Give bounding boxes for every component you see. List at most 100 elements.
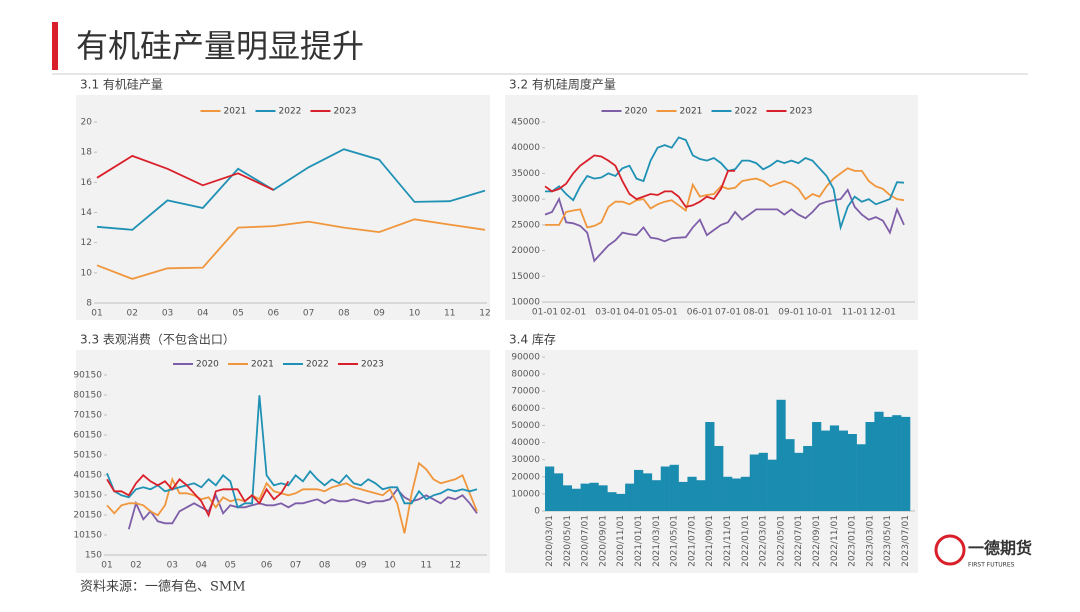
x-tick-label: 07 [303,309,314,319]
x-tick-label: 11 [420,561,431,571]
x-tick-label: 2021/03/01 [652,515,662,567]
y-tick-label: 20000 [511,472,540,482]
bar [714,445,724,511]
legend-label: 2022 [735,107,758,117]
x-tick-label: 06 [261,561,273,571]
bar [892,415,902,511]
logo: 一德期货 FIRST FUTURES [934,534,1032,569]
y-tick-label: 20000 [511,246,540,256]
x-tick-label: 08 [319,561,331,571]
y-tick-label: 30000 [511,455,540,465]
bar [642,473,653,511]
legend-label: 2023 [790,107,813,117]
y-tick-label: 40150 [73,471,102,481]
y-tick-label: 35000 [511,169,540,179]
series-line [96,218,486,280]
bar [847,434,857,511]
x-tick-label: 2023/03/01 [865,515,875,567]
chart-title: 3.1 有机硅产量 [80,78,163,92]
logo-sub: FIRST FUTURES [968,562,1015,569]
y-tick-label: 15000 [511,272,540,282]
x-tick-label: 04 [196,561,208,571]
x-tick-label: 2023/05/01 [883,515,893,567]
y-tick-label: 18 [81,148,93,158]
chart-title: 3.3 表观消费（不包含出口） [80,332,235,347]
x-tick-label: 2020/07/01 [581,515,591,567]
bar [820,430,831,511]
bar [705,422,715,511]
series-line [106,395,478,509]
series-line [545,167,905,229]
x-tick-label: 10-01 [806,308,832,318]
x-tick-label: 11-01 [842,308,868,318]
y-tick-label: 90150 [73,371,102,381]
y-tick-label: 80150 [73,391,102,401]
y-tick-label: 10000 [511,489,540,499]
x-tick-label: 2023/01/01 [848,515,858,567]
x-tick-label: 07-01 [715,308,741,318]
x-tick-label: 04 [197,309,209,319]
x-tick-label: 2020/03/01 [545,515,555,567]
x-tick-label: 2022/03/01 [759,515,769,567]
y-tick-label: 45000 [511,118,540,128]
x-tick-label: 2022/07/01 [794,515,804,567]
chart-title: 3.4 库存 [509,332,556,347]
legend-label: 2023 [334,107,357,117]
bar [616,493,626,511]
bar [598,485,608,511]
x-tick-label: 07 [290,561,301,571]
y-tick-label: 40000 [511,143,540,153]
x-tick-label: 01-01 [532,308,558,318]
legend-label: 2022 [306,360,329,370]
x-tick-label: 2022/09/01 [812,515,822,567]
x-tick-label: 10 [409,309,421,319]
y-tick-label: 60000 [511,404,540,414]
x-tick-label: 03 [162,309,173,319]
x-tick-label: 04-01 [623,308,649,318]
bar [776,399,786,511]
series-line [106,474,290,518]
x-tick-label: 12 [479,309,490,319]
series-line [545,136,905,231]
y-tick-label: 20 [81,118,93,128]
x-tick-label: 2020/05/01 [563,515,573,567]
series-line [544,188,905,263]
legend-label: 2020 [625,107,648,117]
x-tick-label: 2022/01/01 [741,515,751,567]
bar [562,485,573,511]
x-tick-label: 12 [450,561,461,571]
x-tick-label: 2023/07/01 [901,515,911,567]
y-tick-label: 0 [534,507,540,517]
y-tick-label: 10 [81,268,93,278]
x-tick-label: 2021/01/01 [634,515,644,567]
y-tick-label: 50150 [73,451,102,461]
x-tick-label: 2021/09/01 [705,515,715,567]
x-tick-label: 12-01 [870,308,896,318]
bar [767,459,777,511]
y-tick-label: 20150 [73,511,102,521]
series-line [106,461,478,534]
bar [901,416,911,511]
legend-label: 2020 [196,360,219,370]
bar [580,483,590,511]
x-tick-label: 06 [268,309,280,319]
x-tick-label: 02 [127,309,138,319]
x-tick-label: 09-01 [778,308,804,318]
bar [669,464,679,511]
y-tick-label: 10150 [73,531,102,541]
bar [687,476,697,511]
bar [731,478,742,511]
bar [749,454,759,511]
x-tick-label: 10 [384,561,396,571]
x-tick-label: 05 [225,561,236,571]
bar [838,430,848,511]
bar [803,445,813,511]
y-tick-label: 14 [81,208,93,218]
x-tick-label: 2021/07/01 [687,515,697,567]
x-tick-label: 01 [91,309,102,319]
bar [625,483,635,511]
y-tick-label: 25000 [511,220,540,230]
bar [545,466,555,511]
logo-name: 一德期货 [968,539,1032,558]
